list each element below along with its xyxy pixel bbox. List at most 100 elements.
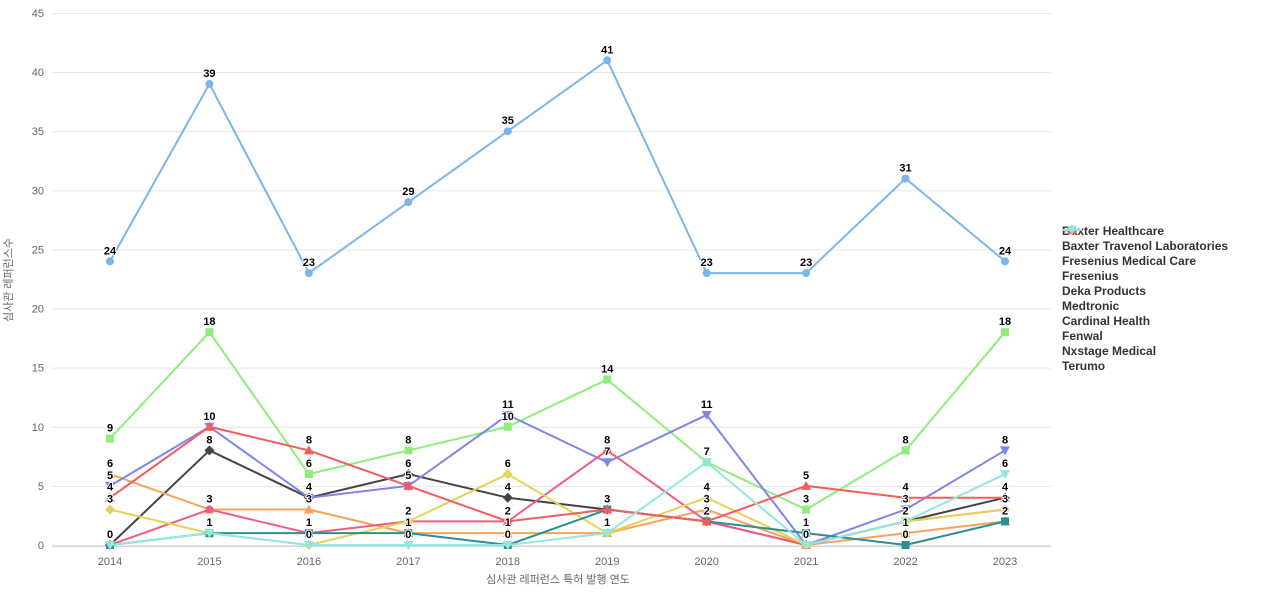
data-point-marker-deka-products-2022 [900,505,911,515]
svg-text:2017: 2017 [396,556,420,568]
data-point-marker-fresenius-2014 [105,469,115,479]
legend-item-fresenius[interactable]: Fresenius [1062,225,1228,283]
legend: Baxter Healthcare Baxter Travenol Laborat… [1062,223,1228,373]
legend-item-label: Deka Products [1062,283,1147,298]
svg-text:0: 0 [306,529,312,541]
series-line-baxter-travenol-laboratories [109,449,1006,546]
data-point-marker-fresenius-2018 [502,528,513,538]
svg-text:3: 3 [902,494,908,506]
series-line-fresenius-medical-care [109,331,1006,511]
svg-text:0: 0 [405,529,411,541]
svg-text:2021: 2021 [794,556,818,568]
data-point-marker-baxter-travenol-laboratories-2015 [204,445,215,456]
data-point-marker-terumo-2014 [105,541,115,550]
data-point-marker-terumo-2016 [303,541,314,550]
series-line-baxter-healthcare [109,59,1006,275]
svg-text:39: 39 [203,68,215,80]
svg-text:31: 31 [899,163,911,175]
data-point-marker-baxter-healthcare-2016 [304,269,313,278]
data-point-marker-medtronic-2015 [205,505,214,514]
svg-text:1: 1 [604,517,610,529]
svg-text:10: 10 [203,411,215,423]
svg-text:2: 2 [1002,505,1008,517]
svg-text:2: 2 [505,505,511,517]
data-point-marker-cardinal-health-2023 [1000,504,1010,515]
data-point-marker-nxstage-medical-2015 [204,421,215,431]
svg-text:25: 25 [32,244,44,256]
data-point-marker-baxter-healthcare-2022 [901,174,910,183]
legend-item-label: Baxter Travenol Laboratories [1062,238,1229,253]
legend-item-baxter-travenol-laboratories[interactable]: Baxter Travenol Laboratories [1062,225,1229,253]
svg-text:4: 4 [306,482,313,494]
data-point-marker-cardinal-health-2014 [105,504,115,515]
legend-item-label: Fenwal [1062,328,1103,343]
data-point-marker-fresenius-medical-care-2023 [1001,328,1009,337]
svg-text:23: 23 [800,257,812,269]
svg-text:24: 24 [104,245,117,257]
svg-text:4: 4 [505,482,512,494]
legend-item-fenwal[interactable]: Fenwal [1062,226,1228,343]
series-line-deka-products [109,413,1006,546]
series-fenwal [106,505,1009,549]
svg-text:2023: 2023 [993,556,1017,568]
x-axis-title: 심사관 레퍼런스 특허 발행 연도 [486,574,630,586]
legend-item-label: Terumo [1062,358,1106,373]
data-point-marker-baxter-travenol-laboratories-2017 [403,469,414,480]
legend-item-label: Baxter Healthcare [1062,223,1165,238]
svg-text:8: 8 [405,434,411,446]
gridlines [52,13,1051,546]
svg-text:24: 24 [999,245,1012,257]
svg-text:0: 0 [803,529,809,541]
series-baxter-healthcare [106,56,1009,278]
data-point-marker-terumo-2023 [1000,470,1010,480]
legend-item-nxstage-medical[interactable]: Nxstage Medical [1062,225,1228,358]
svg-text:6: 6 [107,458,113,470]
data-point-marker-baxter-healthcare-2014 [106,257,114,266]
data-point-marker-terumo-2018 [502,541,513,550]
x-axis-tick-labels: 2014 2015 2016 2017 2018 2019 2020 2021 2022 2023 [98,556,1017,568]
series-nxstage-medical [105,421,1010,526]
svg-text:29: 29 [402,186,414,198]
terumo-marker-icon [1062,226,1082,235]
data-point-marker-fresenius-medical-care-2016 [304,470,313,479]
svg-text:8: 8 [902,434,908,446]
svg-text:10: 10 [32,422,44,434]
svg-text:11: 11 [502,399,514,411]
legend-item-label: Nxstage Medical [1062,343,1157,358]
legend-item-baxter-healthcare[interactable]: Baxter Healthcare [1062,223,1228,238]
legend-item-terumo[interactable]: Terumo [1062,226,1228,373]
y-axis-tick-labels: 0 5 10 15 20 25 30 35 40 45 [32,8,44,552]
data-point-marker-nxstage-medical-2019 [602,504,613,514]
series-line-terumo [109,461,1006,546]
legend-item-fresenius-medical-care[interactable]: Fresenius Medical Care [1062,226,1228,268]
data-point-marker-deka-products-2018 [502,410,513,420]
data-point-marker-fresenius-2020 [701,504,712,514]
data-point-marker-baxter-healthcare-2019 [603,56,612,65]
svg-text:5: 5 [803,470,809,482]
series-line-medtronic [109,449,1006,546]
svg-text:10: 10 [502,411,514,423]
y-axis-title: 심사관 레퍼런스수 [3,238,15,323]
data-point-marker-nxstage-medical-2020 [701,516,712,526]
svg-text:5: 5 [38,481,44,493]
svg-text:4: 4 [1002,482,1009,494]
legend-item-label: Fresenius Medical Care [1062,253,1197,268]
legend-item-deka-products[interactable]: Deka Products [1062,226,1228,298]
legend-item-cardinal-health[interactable]: Cardinal Health [1062,225,1228,328]
data-point-marker-nxstage-medical-2022 [900,492,911,502]
data-point-marker-fresenius-2016 [303,504,314,514]
data-point-marker-fresenius-medical-care-2015 [205,328,214,337]
svg-text:40: 40 [32,67,44,79]
data-point-marker-fresenius-2022 [900,528,911,538]
legend-item-medtronic[interactable]: Medtronic [1062,226,1228,313]
data-point-marker-cardinal-health-2018 [502,469,513,480]
svg-text:18: 18 [999,316,1011,328]
data-point-marker-medtronic-2019 [603,446,612,455]
series-deka-products [105,410,1010,550]
data-point-marker-fenwal-2021 [802,529,811,538]
svg-text:2: 2 [902,505,908,517]
series-baxter-travenol-laboratories [105,445,1010,550]
legend-item-label: Cardinal Health [1062,313,1151,328]
